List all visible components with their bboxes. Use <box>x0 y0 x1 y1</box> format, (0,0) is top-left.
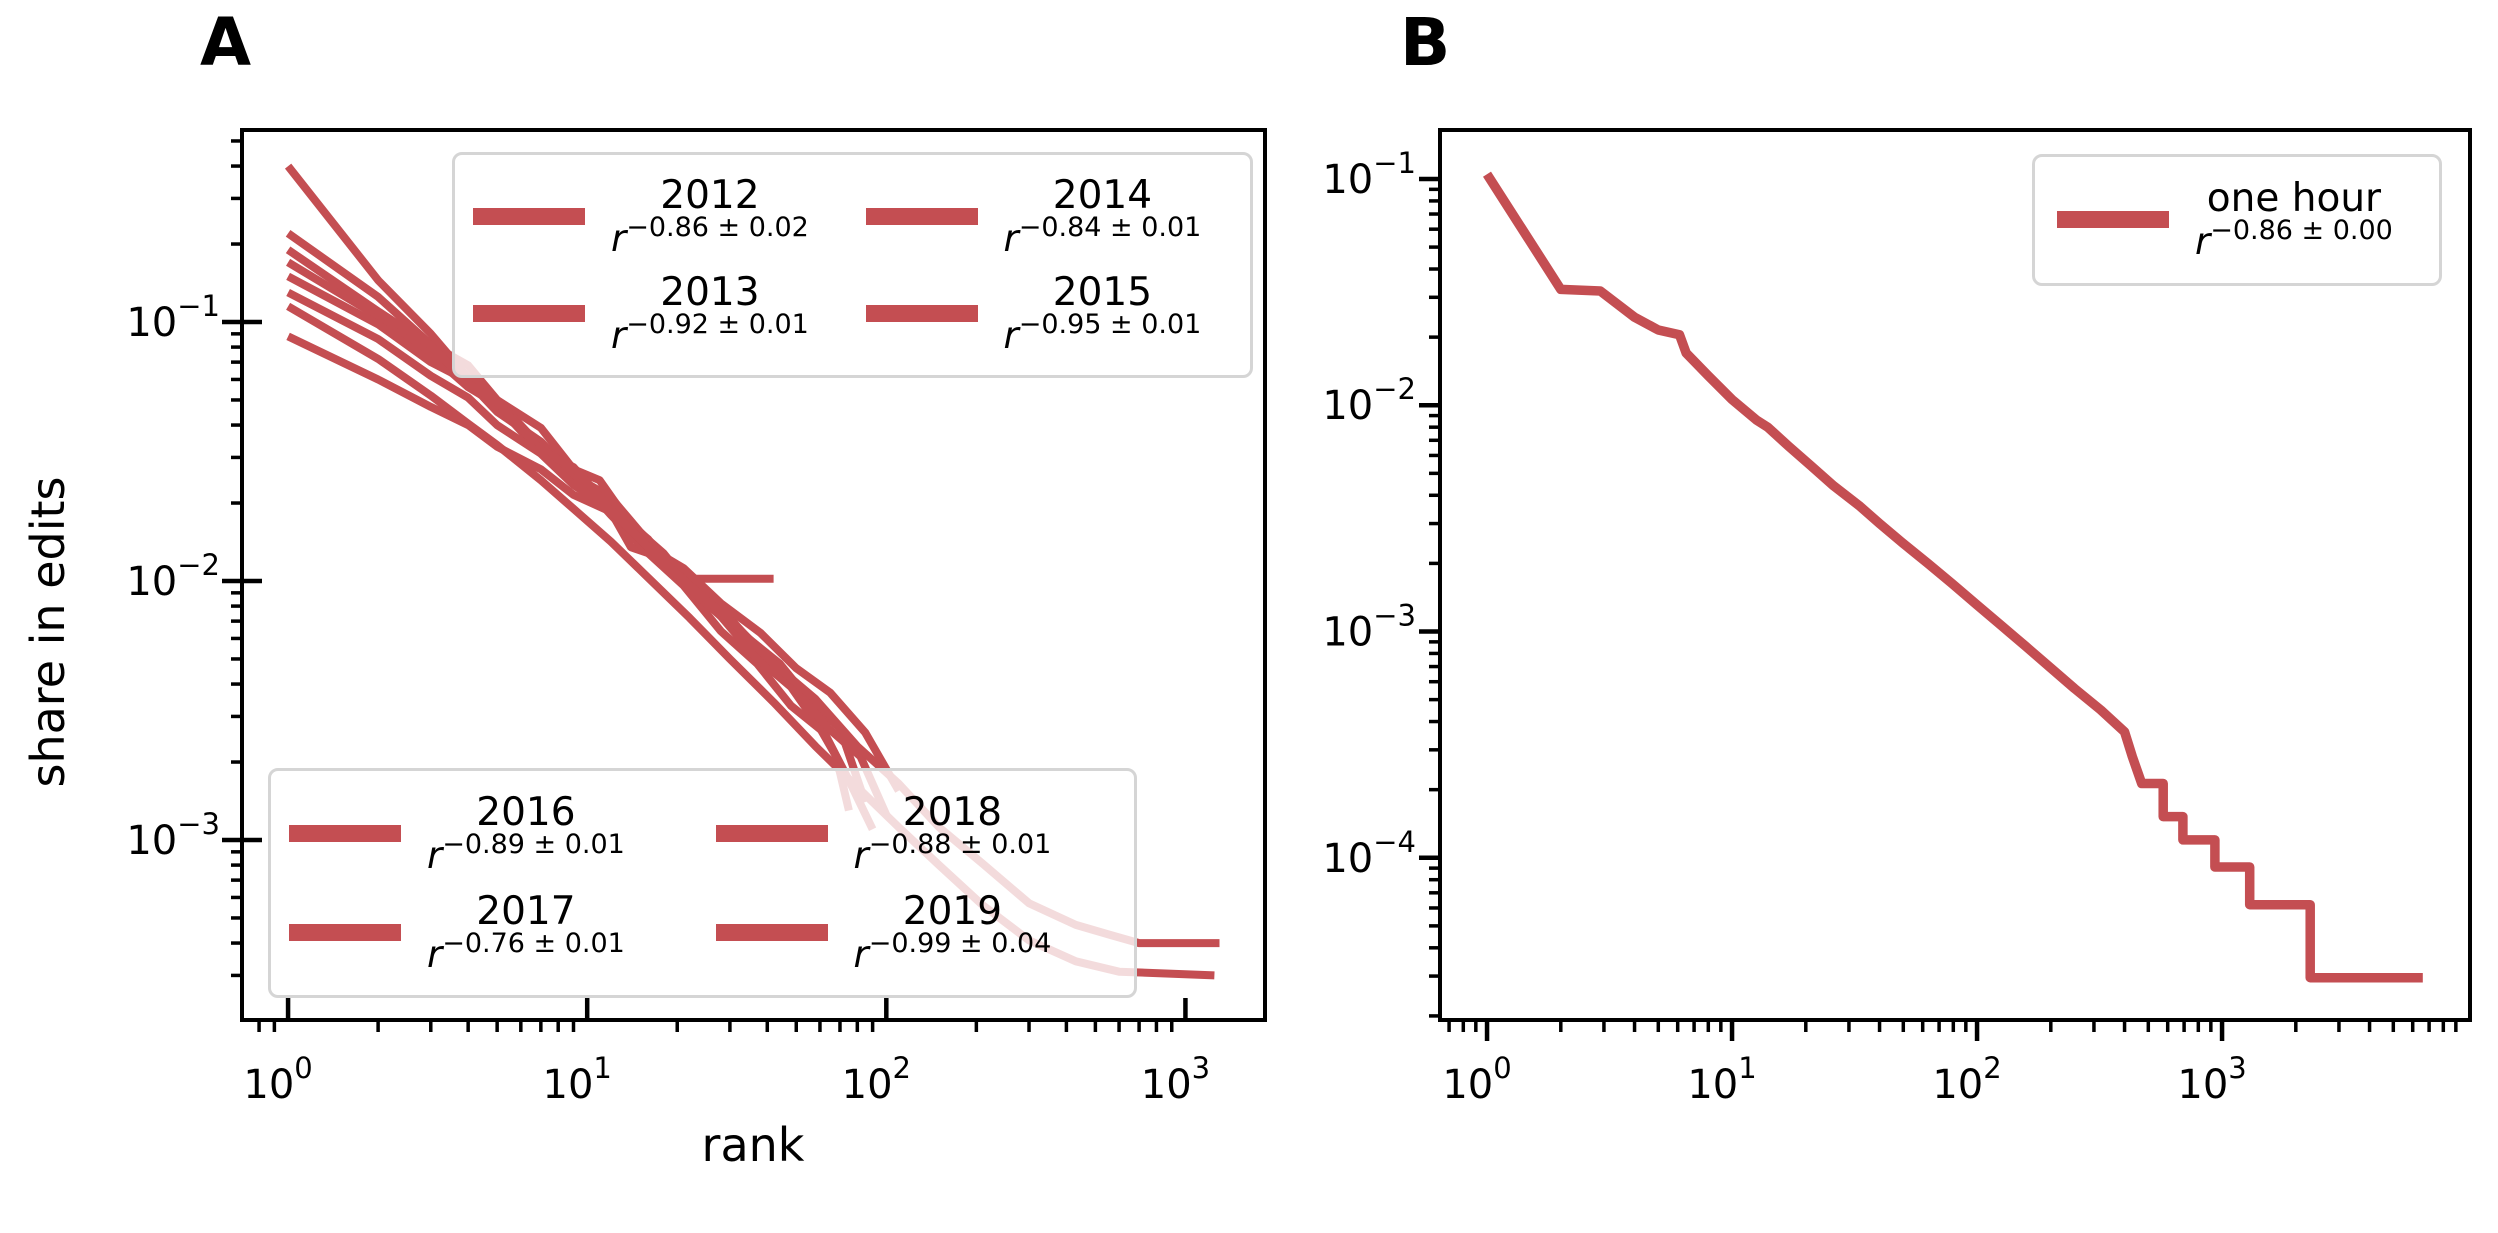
panel-a-y-axis-label: share in edits <box>21 476 75 788</box>
legend-fit-2014: r−0.84 ± 0.01 <box>1003 211 1202 260</box>
panel-a-x-tick-label: 103 <box>1141 1051 1210 1108</box>
legend-swatch-one-hour <box>2057 211 2169 229</box>
panel-b-x-tick-label: 103 <box>2177 1051 2246 1108</box>
legend-swatch-2015 <box>865 305 978 322</box>
legend-year-2014: 2014 <box>1052 172 1153 218</box>
legend-year-2012: 2012 <box>660 172 760 218</box>
legend-swatch-2018 <box>715 825 828 842</box>
panel-b-spines <box>1438 128 2472 1022</box>
legend-swatch-2016 <box>289 825 401 842</box>
panel-b-y-tick-label: 10−1 <box>1322 146 1416 203</box>
panel-b-x-tick-label: 101 <box>1687 1051 1756 1108</box>
legend-entry-2015: 2015 r−0.95 ± 0.01 <box>865 268 1233 359</box>
legend-fit-2019: r−0.99 ± 0.04 <box>853 927 1052 976</box>
legend-year-2015: 2015 <box>1052 269 1153 315</box>
panel-b-series-one-hour <box>1483 171 2423 983</box>
legend-entry-2012: 2012 r−0.86 ± 0.02 <box>473 171 840 262</box>
legend-fit-2016: r−0.89 ± 0.01 <box>427 828 625 877</box>
legend-label-one-hour: one hour <box>2206 176 2382 222</box>
legend-entry-2019: 2019 r−0.99 ± 0.04 <box>715 886 1117 979</box>
legend-swatch-2012 <box>473 208 585 225</box>
legend-entry-2014: 2014 r−0.84 ± 0.01 <box>865 171 1233 262</box>
legend-swatch-2019 <box>715 924 828 941</box>
panel-b-x-tick-label: 102 <box>1932 1051 2001 1108</box>
legend-year-2013: 2013 <box>660 269 760 315</box>
panel-b-y-tick-label: 10−2 <box>1322 372 1416 429</box>
legend-entry-2016: 2016 r−0.89 ± 0.01 <box>289 787 690 880</box>
legend-entry-2018: 2018 r−0.88 ± 0.01 <box>715 787 1117 880</box>
panel-a-x-tick-label: 101 <box>543 1051 612 1108</box>
legend-year-2018: 2018 <box>902 789 1003 835</box>
panel-b-letter: B <box>1400 4 1451 81</box>
legend-swatch-2013 <box>473 305 585 322</box>
panel-a-legend-bottom: 2016 r−0.89 ± 0.01 2017 r−0.76 ± 0.01 20… <box>268 768 1137 998</box>
panel-a-x-tick-label: 100 <box>243 1051 312 1108</box>
panel-a-letter: A <box>200 4 252 81</box>
panel-b-y-tick-label: 10−3 <box>1322 599 1416 656</box>
panel-a-spines <box>240 128 1267 1022</box>
legend-year-2017: 2017 <box>476 888 576 934</box>
panel-a-y-tick-label: 10−2 <box>126 548 220 605</box>
legend-fit-2017: r−0.76 ± 0.01 <box>427 927 625 976</box>
panel-b-y-tick-label: 10−4 <box>1322 825 1416 882</box>
legend-fit-2018: r−0.88 ± 0.01 <box>853 828 1052 877</box>
legend-entry-2013: 2013 r−0.92 ± 0.01 <box>473 268 840 359</box>
panel-b-x-tick-label: 100 <box>1442 1051 1511 1108</box>
legend-swatch-2017 <box>289 924 401 941</box>
panel-b-axes: 100 101 102 103 10−1 10−2 10−3 10−4 <box>1322 128 2472 1108</box>
panel-b-legend: one hour r−0.86 ± 0.00 <box>2032 154 2442 286</box>
legend-entry-2017: 2017 r−0.76 ± 0.01 <box>289 886 690 979</box>
panel-a-y-tick-label: 10−1 <box>126 289 220 346</box>
legend-year-2019: 2019 <box>902 888 1003 934</box>
legend-fit-2013: r−0.92 ± 0.01 <box>611 308 809 357</box>
legend-fit-one-hour: r−0.86 ± 0.00 <box>2195 215 2393 264</box>
panel-a-y-tick-label: 10−3 <box>126 807 220 864</box>
panel-a-x-axis-label: rank <box>701 1118 805 1172</box>
legend-swatch-2014 <box>865 208 978 225</box>
legend-entry-one-hour: one hour r−0.86 ± 0.00 <box>2057 177 2393 262</box>
legend-fit-2012: r−0.86 ± 0.02 <box>611 211 809 260</box>
panel-a-x-tick-label: 102 <box>842 1051 911 1108</box>
legend-fit-2015: r−0.95 ± 0.01 <box>1003 308 1202 357</box>
legend-year-2016: 2016 <box>476 789 576 835</box>
panel-a-legend-top: 2012 r−0.86 ± 0.02 2013 r−0.92 ± 0.01 20… <box>452 152 1253 378</box>
